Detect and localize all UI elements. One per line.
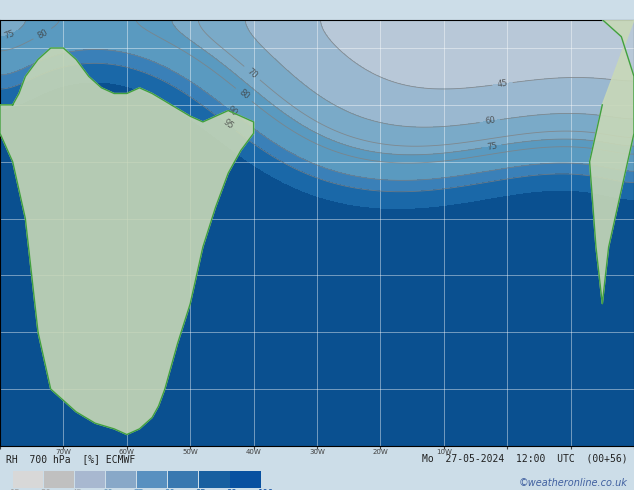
Text: 80: 80 [36, 27, 49, 41]
Text: 60: 60 [484, 116, 496, 126]
Text: 99: 99 [227, 489, 238, 490]
Text: 30W: 30W [309, 449, 325, 455]
Text: 45: 45 [72, 489, 82, 490]
FancyBboxPatch shape [106, 471, 136, 488]
Text: RH  700 hPa  [%] ECMWF: RH 700 hPa [%] ECMWF [6, 454, 136, 464]
FancyBboxPatch shape [75, 471, 105, 488]
Polygon shape [590, 20, 634, 304]
Text: 50W: 50W [183, 449, 198, 455]
Text: 75: 75 [134, 489, 145, 490]
Text: 70W: 70W [55, 449, 72, 455]
Text: 75: 75 [486, 141, 498, 151]
Text: 45: 45 [497, 79, 508, 89]
Polygon shape [0, 48, 254, 435]
Text: 100: 100 [258, 489, 274, 490]
Text: 60W: 60W [119, 449, 135, 455]
FancyBboxPatch shape [44, 471, 74, 488]
Text: 75: 75 [3, 28, 16, 41]
Text: 95: 95 [196, 489, 207, 490]
Text: ©weatheronline.co.uk: ©weatheronline.co.uk [519, 478, 628, 488]
FancyBboxPatch shape [13, 471, 43, 488]
FancyBboxPatch shape [168, 471, 198, 488]
Text: 80: 80 [237, 88, 251, 102]
Text: 40W: 40W [246, 449, 261, 455]
Text: 10W: 10W [436, 449, 452, 455]
Text: 70: 70 [245, 66, 259, 80]
Text: 20W: 20W [373, 449, 388, 455]
FancyBboxPatch shape [230, 471, 261, 488]
FancyBboxPatch shape [137, 471, 167, 488]
Text: 60: 60 [103, 489, 113, 490]
Text: Mo  27-05-2024  12:00  UTC  (00+56): Mo 27-05-2024 12:00 UTC (00+56) [422, 454, 628, 464]
Text: 15: 15 [10, 489, 20, 490]
Text: 95: 95 [221, 118, 235, 131]
Text: 90: 90 [165, 489, 176, 490]
FancyBboxPatch shape [199, 471, 230, 488]
Text: 90: 90 [225, 105, 238, 119]
Text: 30: 30 [41, 489, 51, 490]
